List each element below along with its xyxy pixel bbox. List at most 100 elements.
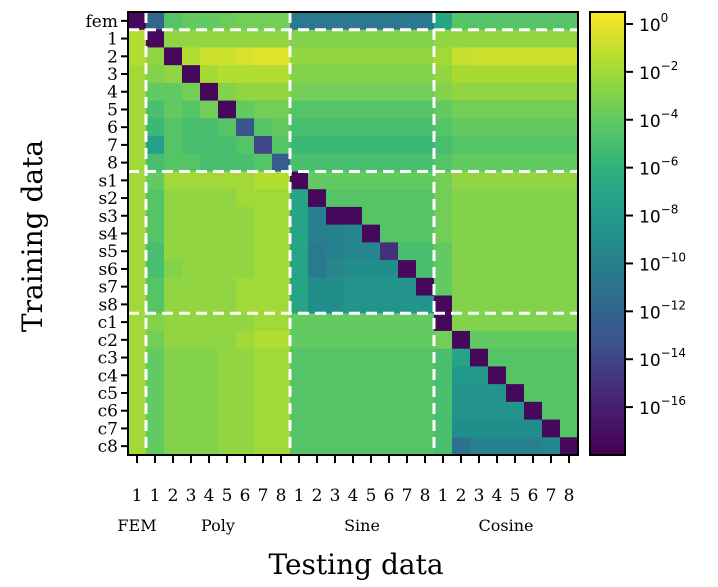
heatmap-cell bbox=[398, 29, 417, 49]
y-axis-ticks: fem12345678s1s2s3s4s5s6s7s8c1c2c3c4c5c6c… bbox=[86, 12, 128, 457]
heatmap-cell bbox=[128, 419, 147, 438]
heatmap-cell bbox=[164, 401, 183, 421]
heatmap-cell bbox=[560, 384, 579, 403]
heatmap-cell bbox=[434, 330, 453, 350]
heatmap-cell bbox=[326, 419, 345, 438]
heatmap-cell bbox=[218, 419, 237, 438]
heatmap-cell bbox=[470, 100, 489, 119]
heatmap-cell bbox=[524, 260, 543, 279]
heatmap-cell bbox=[542, 189, 561, 208]
heatmap-cell bbox=[254, 260, 273, 279]
heatmap-cell bbox=[542, 206, 561, 226]
y-tick-label: 7 bbox=[107, 136, 118, 156]
heatmap-cell bbox=[452, 47, 471, 66]
heatmap-cell bbox=[182, 384, 201, 403]
heatmap-cell bbox=[308, 313, 327, 332]
heatmap-cell bbox=[434, 260, 453, 279]
colorbar-tick-label: 10−16 bbox=[639, 394, 686, 419]
heatmap-cell bbox=[452, 82, 471, 102]
heatmap-cell bbox=[488, 437, 507, 456]
heatmap-cell bbox=[236, 437, 255, 456]
heatmap-cell bbox=[452, 206, 471, 226]
x-tick-label: 5 bbox=[222, 486, 233, 506]
heatmap-cell bbox=[146, 313, 165, 332]
heatmap-cell bbox=[254, 189, 273, 208]
heatmap-cell bbox=[542, 330, 561, 350]
heatmap-cell bbox=[362, 171, 381, 190]
x-tick-label: 1 bbox=[132, 486, 143, 506]
heatmap-cell bbox=[488, 171, 507, 190]
heatmap-cell bbox=[272, 100, 291, 119]
heatmap-cell bbox=[416, 313, 435, 332]
heatmap-cell bbox=[218, 295, 237, 314]
heatmap-cell bbox=[362, 295, 381, 314]
heatmap-cell bbox=[542, 419, 561, 438]
heatmap-cell bbox=[308, 189, 327, 208]
heatmap-cell bbox=[272, 277, 291, 297]
heatmap-cell bbox=[218, 277, 237, 297]
heatmap-cell bbox=[470, 29, 489, 49]
heatmap-cell bbox=[344, 277, 363, 297]
heatmap-cell bbox=[308, 437, 327, 456]
heatmap-cell bbox=[200, 12, 219, 31]
heatmap-cell bbox=[362, 29, 381, 49]
heatmap-cell bbox=[182, 206, 201, 226]
heatmap-cell bbox=[182, 12, 201, 31]
heatmap-cell bbox=[326, 295, 345, 314]
x-group-label: Poly bbox=[201, 516, 235, 535]
heatmap-cell bbox=[398, 100, 417, 119]
heatmap-cell bbox=[254, 242, 273, 261]
heatmap-cell bbox=[560, 437, 579, 456]
heatmap-cell bbox=[146, 384, 165, 403]
heatmap-cell bbox=[308, 260, 327, 279]
heatmap-cell bbox=[290, 437, 309, 456]
heatmap-cell bbox=[434, 136, 453, 155]
heatmap-cell bbox=[344, 136, 363, 155]
heatmap-cell bbox=[146, 260, 165, 279]
heatmap-cell bbox=[308, 295, 327, 314]
heatmap-cell bbox=[362, 189, 381, 208]
heatmap-cell bbox=[488, 295, 507, 314]
heatmap-cell bbox=[128, 100, 147, 119]
heatmap-cell bbox=[272, 153, 291, 173]
heatmap-cell bbox=[218, 260, 237, 279]
heatmap-cell bbox=[128, 82, 147, 102]
heatmap-cell bbox=[272, 260, 291, 279]
y-tick-label: c8 bbox=[98, 437, 118, 457]
heatmap-cell bbox=[326, 82, 345, 102]
heatmap-cell bbox=[452, 295, 471, 314]
x-group-label: Sine bbox=[344, 516, 380, 535]
heatmap-cell bbox=[560, 47, 579, 66]
heatmap-cell bbox=[308, 153, 327, 173]
heatmap-cell bbox=[326, 171, 345, 190]
heatmap-cell bbox=[254, 171, 273, 190]
heatmap-cell bbox=[488, 224, 507, 243]
heatmap-cell bbox=[416, 366, 435, 385]
heatmap-cell bbox=[182, 437, 201, 456]
heatmap-cell bbox=[470, 118, 489, 137]
heatmap-cell bbox=[542, 277, 561, 297]
heatmap-cell bbox=[560, 153, 579, 173]
heatmap-cell bbox=[434, 419, 453, 438]
heatmap-cell bbox=[182, 277, 201, 297]
heatmap-cell bbox=[362, 242, 381, 261]
y-tick-label: 3 bbox=[107, 65, 118, 85]
heatmap-cell bbox=[146, 224, 165, 243]
heatmap-cell bbox=[308, 12, 327, 31]
heatmap-cell bbox=[182, 65, 201, 84]
heatmap-cell bbox=[272, 29, 291, 49]
heatmap-cell bbox=[200, 47, 219, 66]
heatmap-cell bbox=[290, 47, 309, 66]
heatmap-cell bbox=[128, 171, 147, 190]
heatmap-cell bbox=[326, 224, 345, 243]
heatmap-cell bbox=[452, 330, 471, 350]
heatmap-cell bbox=[128, 136, 147, 155]
heatmap-cell bbox=[218, 118, 237, 137]
heatmap-cell bbox=[506, 65, 525, 84]
heatmap-cell bbox=[470, 401, 489, 421]
heatmap-cell bbox=[380, 47, 399, 66]
heatmap-cell bbox=[128, 295, 147, 314]
x-tick-label: 5 bbox=[366, 486, 377, 506]
heatmap-cell bbox=[416, 65, 435, 84]
